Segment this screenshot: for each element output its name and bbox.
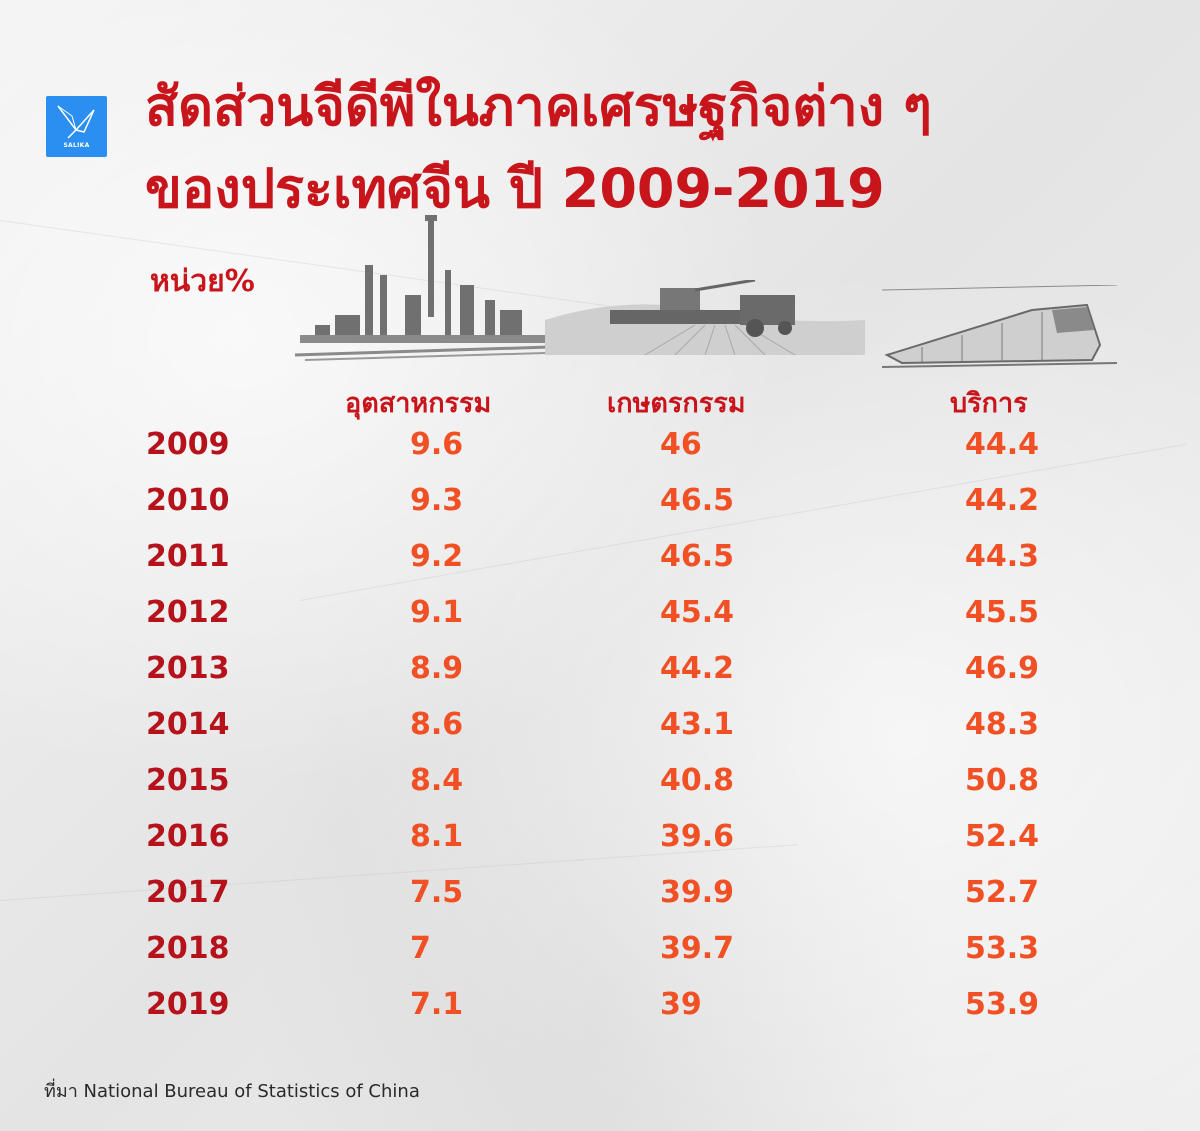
- unit-label: หน่วย%: [150, 264, 255, 299]
- industry-value: 8.1: [410, 819, 464, 854]
- industry-value: 9.6: [410, 427, 464, 462]
- services-value: 44.2: [965, 483, 1040, 518]
- agriculture-value: 45.4: [660, 595, 735, 630]
- agriculture-value: 46: [660, 427, 702, 462]
- year-cell: 2011: [146, 539, 230, 574]
- year-cell: 2017: [146, 875, 230, 910]
- services-value: 53.9: [965, 987, 1040, 1022]
- farm-harvester-illustration-icon: [545, 280, 865, 355]
- table-row: 2017 7.5 39.9 52.7: [0, 878, 1200, 934]
- year-cell: 2014: [146, 707, 230, 742]
- industry-value: 7.1: [410, 987, 464, 1022]
- logo-text: SALIKA: [63, 142, 90, 149]
- agriculture-value: 40.8: [660, 763, 735, 798]
- agriculture-value: 39: [660, 987, 702, 1022]
- year-cell: 2015: [146, 763, 230, 798]
- agriculture-value: 39.6: [660, 819, 735, 854]
- industry-value: 9.1: [410, 595, 464, 630]
- year-cell: 2010: [146, 483, 230, 518]
- year-cell: 2018: [146, 931, 230, 966]
- agriculture-value: 44.2: [660, 651, 735, 686]
- page-title-line2: ของประเทศจีน ปี 2009-2019: [145, 157, 885, 220]
- industry-value: 8.6: [410, 707, 464, 742]
- services-value: 50.8: [965, 763, 1040, 798]
- industry-value: 7: [410, 931, 431, 966]
- column-header-agriculture: เกษตรกรรม: [607, 388, 746, 419]
- services-value: 52.4: [965, 819, 1040, 854]
- services-value: 44.3: [965, 539, 1040, 574]
- source-note: ที่มา National Bureau of Statistics of C…: [44, 1081, 420, 1102]
- table-row: 2010 9.3 46.5 44.2: [0, 486, 1200, 542]
- column-header-industry: อุตสาหกรรม: [345, 388, 492, 419]
- industry-value: 8.9: [410, 651, 464, 686]
- table-row: 2013 8.9 44.2 46.9: [0, 654, 1200, 710]
- bird-icon: [57, 105, 95, 139]
- page-title-line1: สัดส่วนจีดีพีในภาคเศรษฐกิจต่าง ๆ: [145, 75, 932, 138]
- services-value: 46.9: [965, 651, 1040, 686]
- table-row: 2009 9.6 46 44.4: [0, 430, 1200, 486]
- year-cell: 2019: [146, 987, 230, 1022]
- services-value: 45.5: [965, 595, 1040, 630]
- year-cell: 2013: [146, 651, 230, 686]
- industry-value: 7.5: [410, 875, 464, 910]
- agriculture-value: 43.1: [660, 707, 735, 742]
- year-cell: 2009: [146, 427, 230, 462]
- agriculture-value: 39.9: [660, 875, 735, 910]
- agriculture-value: 46.5: [660, 539, 735, 574]
- agriculture-value: 39.7: [660, 931, 735, 966]
- services-value: 44.4: [965, 427, 1040, 462]
- factory-illustration-icon: [295, 215, 550, 361]
- services-value: 53.3: [965, 931, 1040, 966]
- column-header-services: บริการ: [950, 388, 1028, 419]
- agriculture-value: 46.5: [660, 483, 735, 518]
- services-value: 48.3: [965, 707, 1040, 742]
- table-row: 2012 9.1 45.4 45.5: [0, 598, 1200, 654]
- table-row: 2015 8.4 40.8 50.8: [0, 766, 1200, 822]
- services-value: 52.7: [965, 875, 1040, 910]
- year-cell: 2016: [146, 819, 230, 854]
- industry-value: 9.3: [410, 483, 464, 518]
- table-row: 2018 7 39.7 53.3: [0, 934, 1200, 990]
- salika-logo: SALIKA: [46, 96, 107, 157]
- table-row: 2014 8.6 43.1 48.3: [0, 710, 1200, 766]
- year-cell: 2012: [146, 595, 230, 630]
- table-row: 2019 7.1 39 53.9: [0, 990, 1200, 1046]
- industry-value: 9.2: [410, 539, 464, 574]
- table-row: 2011 9.2 46.5 44.3: [0, 542, 1200, 598]
- table-row: 2016 8.1 39.6 52.4: [0, 822, 1200, 878]
- train-illustration-icon: [882, 285, 1117, 368]
- industry-value: 8.4: [410, 763, 464, 798]
